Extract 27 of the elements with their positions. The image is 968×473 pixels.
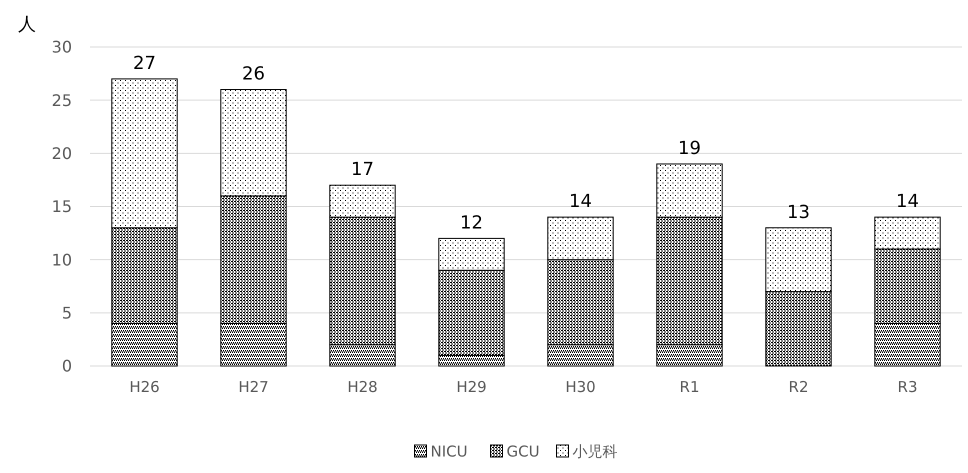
x-tick-label: H30 (565, 378, 596, 396)
y-tick-label: 25 (52, 90, 72, 110)
x-tick-label: H26 (129, 378, 160, 396)
x-tick-label: R2 (788, 378, 808, 396)
total-label: 27 (133, 52, 156, 74)
total-label: 26 (242, 64, 265, 85)
x-tick-label: H27 (238, 378, 269, 396)
y-tick-label: 10 (52, 250, 72, 270)
total-label: 12 (460, 212, 483, 234)
total-label: 17 (351, 159, 374, 180)
total-label: 14 (569, 191, 592, 212)
y-tick-label: 0 (62, 356, 72, 376)
y-tick-label: 5 (62, 303, 72, 322)
legend-label: 小児科 (572, 442, 618, 460)
x-tick-label: H29 (456, 378, 487, 396)
total-label: 13 (787, 202, 810, 223)
total-label: 14 (896, 191, 919, 212)
total-label: 19 (678, 138, 701, 159)
y-axis-title: 人 (18, 14, 36, 35)
x-tick-label: R3 (898, 378, 918, 396)
y-tick-label: 30 (52, 38, 72, 57)
y-tick-label: 20 (52, 144, 72, 163)
legend-label: GCU (506, 442, 540, 460)
x-tick-label: R1 (680, 378, 700, 396)
y-tick-label: 15 (52, 197, 72, 216)
x-tick-label: H28 (347, 378, 378, 396)
legend-label: NICU (430, 442, 468, 460)
